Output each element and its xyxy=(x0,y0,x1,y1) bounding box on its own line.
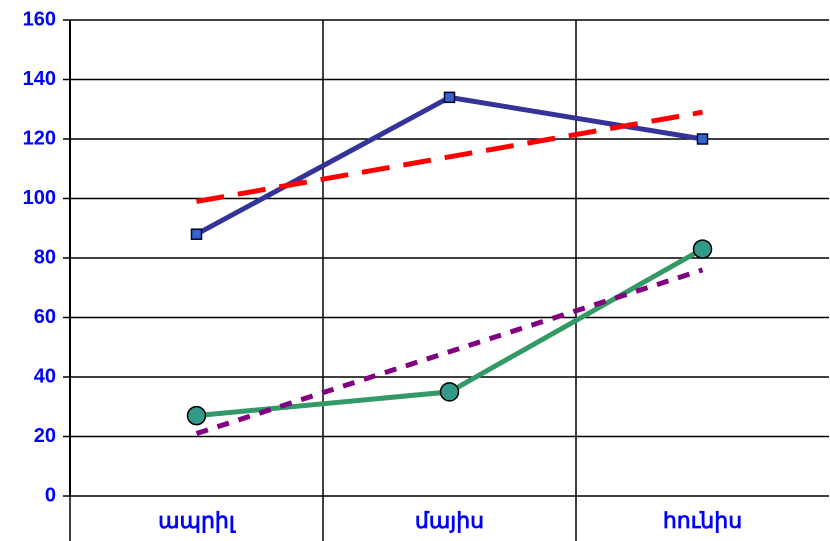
x-tick-label: հունիս xyxy=(663,508,742,533)
y-tick-label: 20 xyxy=(34,425,56,447)
y-tick-label: 140 xyxy=(23,68,56,90)
y-tick-label: 60 xyxy=(34,306,56,328)
y-tick-label: 160 xyxy=(23,8,56,30)
x-tick-label: ապրիլ xyxy=(158,508,237,533)
marker xyxy=(186,405,207,426)
x-tick-label: մայիս xyxy=(415,508,484,533)
marker xyxy=(439,382,460,402)
series-line xyxy=(195,94,703,237)
marker xyxy=(692,239,713,259)
y-tick-label: 120 xyxy=(23,127,56,149)
series-line xyxy=(195,267,704,436)
marker xyxy=(696,133,709,145)
marker xyxy=(443,91,456,104)
y-tick-label: 80 xyxy=(34,246,56,268)
y-tick-label: 100 xyxy=(23,187,56,209)
marker xyxy=(190,228,203,240)
y-tick-label: 40 xyxy=(34,365,56,387)
y-tick-label: 0 xyxy=(45,484,56,506)
series-line xyxy=(196,109,703,204)
